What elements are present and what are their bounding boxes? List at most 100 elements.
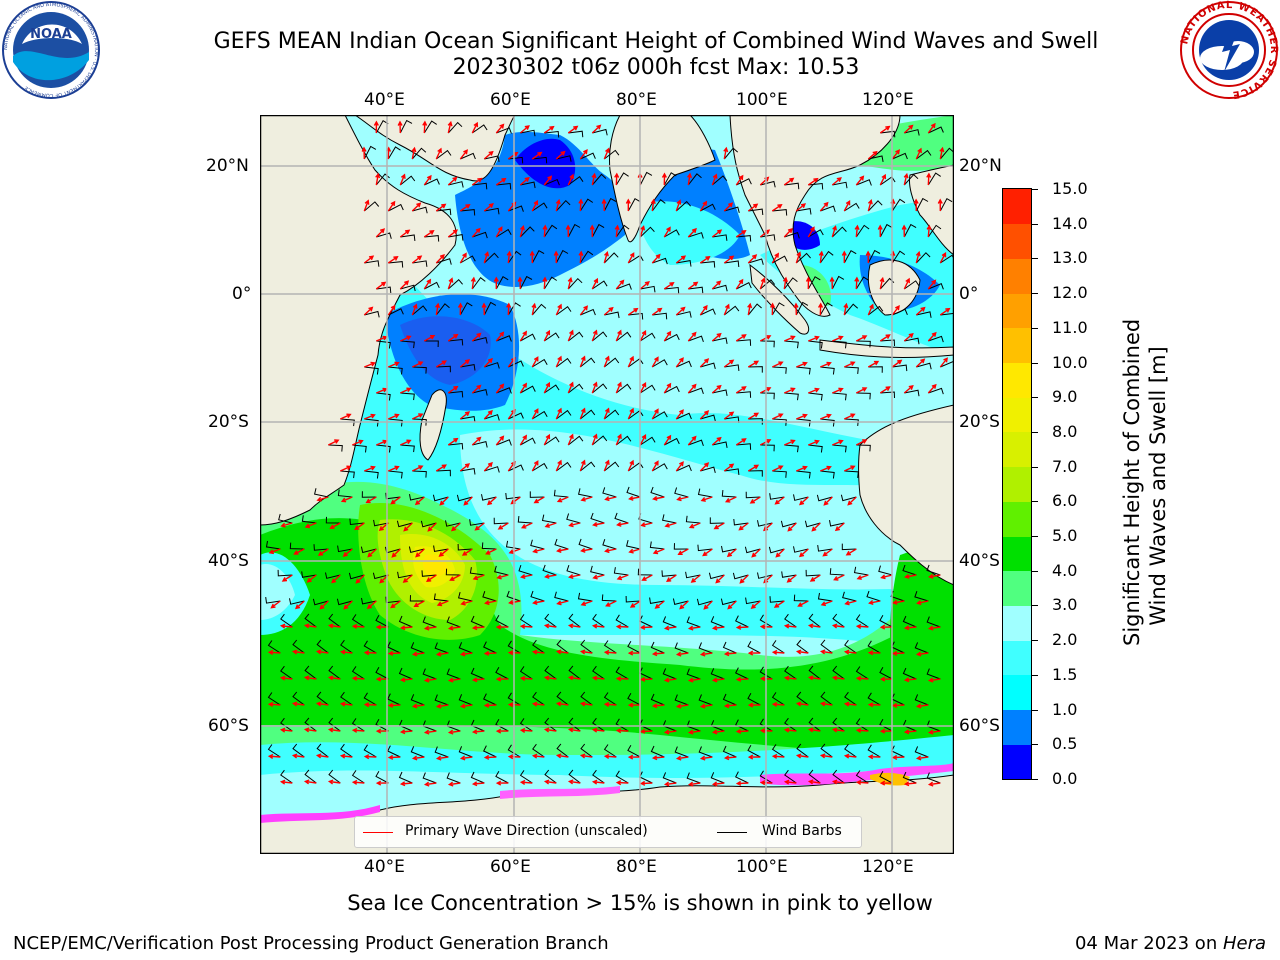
wind-barb: [927, 172, 941, 186]
wind-barb: [613, 567, 629, 576]
wave-direction-arrow: [663, 434, 672, 446]
wave-direction-arrow: [591, 124, 602, 134]
wind-barb: [796, 366, 811, 375]
wave-direction-arrow: [459, 411, 471, 420]
footer-branch: NCEP/EMC/Verification Post Processing Pr…: [13, 933, 609, 954]
wind-barb: [304, 769, 317, 784]
gridlines: [260, 115, 954, 854]
wave-direction-arrow: [663, 781, 677, 787]
wind-barb: [867, 744, 881, 758]
wind-barb: [328, 613, 341, 628]
wind-barb: [531, 303, 547, 316]
wind-barb: [807, 276, 821, 290]
wave-direction-arrow: [819, 701, 833, 707]
wind-barb: [508, 156, 524, 164]
wind-barb: [915, 197, 929, 212]
wind-barb: [832, 444, 847, 453]
wind-barb: [712, 234, 728, 241]
wind-barb: [591, 383, 608, 394]
wave-direction-arrow: [651, 460, 659, 472]
wave-direction-arrow: [784, 387, 796, 394]
wind-barb: [411, 305, 428, 316]
colorbar-tick-mark: [1032, 674, 1038, 676]
wave-direction-arrow: [388, 465, 400, 472]
wave-direction-arrow: [601, 198, 607, 212]
wind-barb: [688, 335, 704, 343]
wave-direction-arrow: [483, 702, 497, 708]
wave-direction-arrow: [340, 465, 352, 472]
wave-direction-arrow: [495, 226, 503, 238]
wind-barb: [698, 746, 713, 758]
wind-barb: [640, 332, 656, 342]
colorbar-tick-mark: [1032, 466, 1038, 468]
wave-direction-arrow: [403, 522, 413, 532]
wind-barb: [880, 339, 895, 347]
wind-barb: [483, 301, 497, 316]
wind-barb: [820, 418, 835, 427]
wind-barb: [348, 572, 365, 580]
wind-barb: [602, 539, 617, 550]
wave-direction-arrow: [903, 172, 909, 186]
wave-direction-arrow: [447, 677, 461, 683]
wind-barb: [408, 546, 425, 554]
wind-barb: [267, 692, 281, 706]
wind-barb: [556, 155, 572, 162]
wave-direction-arrow: [727, 600, 737, 610]
wave-direction-arrow: [580, 547, 593, 553]
wave-direction-arrow: [699, 651, 713, 657]
wave-direction-arrow: [915, 651, 929, 657]
wave-direction-arrow: [555, 150, 566, 160]
wave-direction-arrow: [855, 335, 868, 342]
wind-barb: [590, 512, 605, 524]
wind-barb: [484, 466, 500, 473]
wave-direction-arrow: [461, 548, 473, 556]
wind-barb: [759, 666, 773, 680]
wind-barb: [820, 205, 836, 213]
wind-barb: [567, 383, 584, 394]
wind-barb: [720, 598, 737, 606]
wave-direction-arrow: [661, 172, 667, 186]
wind-barb: [532, 202, 548, 212]
wind-barb: [531, 250, 545, 264]
wind-barb: [856, 392, 871, 400]
wave-direction-arrow: [903, 677, 917, 683]
wave-direction-arrow: [579, 407, 586, 420]
wave-direction-arrow: [723, 411, 735, 420]
wind-barb: [879, 666, 893, 680]
wave-direction-arrow: [435, 651, 449, 657]
wind-barb: [639, 171, 653, 186]
wind-barb: [544, 613, 557, 628]
wind-barb: [556, 305, 572, 316]
wind-barb: [685, 515, 701, 524]
wave-direction-arrow: [783, 779, 797, 785]
wave-direction-arrow: [531, 199, 539, 212]
wave-direction-arrow: [366, 600, 377, 610]
wind-barb: [301, 515, 317, 524]
wind-barb: [808, 717, 821, 732]
wave-direction-arrow: [423, 781, 437, 787]
wave-direction-arrow: [927, 279, 937, 290]
wind-barb: [780, 520, 797, 528]
wind-barb: [410, 642, 425, 654]
wave-direction-arrow: [567, 276, 573, 290]
wind-barb: [530, 539, 545, 550]
wind-barb: [820, 743, 833, 758]
wind-barb: [904, 280, 920, 290]
wave-direction-arrow: [616, 574, 629, 581]
wind-barb: [867, 692, 881, 706]
wind-barb: [855, 718, 869, 732]
wind-barb: [626, 486, 641, 498]
wave-direction-arrow: [654, 600, 665, 609]
wave-direction-arrow: [855, 175, 865, 186]
wave-direction-arrow: [901, 224, 907, 238]
wind-barb: [771, 744, 785, 758]
wave-direction-arrow: [903, 729, 917, 735]
wind-barb: [399, 175, 416, 186]
wave-direction-arrow: [880, 574, 893, 580]
wind-barb: [519, 226, 535, 238]
wind-barb: [723, 147, 739, 160]
wind-barb: [519, 614, 533, 628]
wind-legend-line: [717, 832, 747, 833]
wind-barb: [580, 308, 596, 316]
wind-barb: [724, 206, 740, 214]
